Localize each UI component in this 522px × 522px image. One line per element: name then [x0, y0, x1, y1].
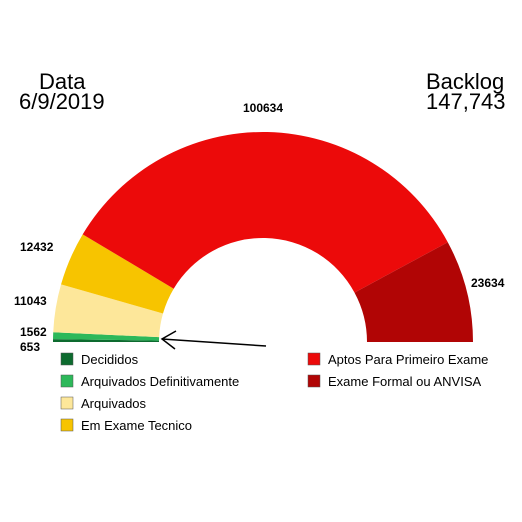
legend-item-arquivados: Arquivados: [61, 396, 147, 411]
legend-label: Exame Formal ou ANVISA: [328, 374, 481, 389]
date-value: 6/9/2019: [19, 89, 105, 114]
slice-value-label: 23634: [471, 276, 505, 290]
chart-legend: Decididos Arquivados Definitivamente Arqui…: [61, 352, 488, 433]
legend-item-decididos: Decididos: [61, 352, 139, 367]
legend-label: Em Exame Tecnico: [81, 418, 192, 433]
pointer-arrow-line: [162, 339, 266, 346]
legend-label: Aptos Para Primeiro Exame: [328, 352, 488, 367]
legend-swatch: [61, 375, 73, 387]
slice-value-label: 653: [20, 340, 40, 354]
slice-value-label: 1562: [20, 325, 47, 339]
slice-value-label: 100634: [243, 101, 283, 115]
legend-label: Arquivados: [81, 396, 147, 411]
slice-value-label: 11043: [14, 294, 47, 308]
legend-swatch: [61, 419, 73, 431]
backlog-value: 147,743: [426, 89, 506, 114]
legend-item-aptos-para-primeiro-exame: Aptos Para Primeiro Exame: [308, 352, 488, 367]
legend-swatch: [61, 353, 73, 365]
donut-slices: [53, 132, 473, 342]
slice-value-label: 12432: [20, 240, 54, 254]
legend-item-arquivados-definitivamente: Arquivados Definitivamente: [61, 374, 239, 389]
legend-swatch: [308, 353, 320, 365]
legend-swatch: [308, 375, 320, 387]
legend-label: Decididos: [81, 352, 139, 367]
pointer-arrow: [162, 331, 266, 349]
legend-label: Arquivados Definitivamente: [81, 374, 239, 389]
legend-swatch: [61, 397, 73, 409]
legend-item-exame-formal-ou-anvisa: Exame Formal ou ANVISA: [308, 374, 481, 389]
legend-item-em-exame-tecnico: Em Exame Tecnico: [61, 418, 192, 433]
